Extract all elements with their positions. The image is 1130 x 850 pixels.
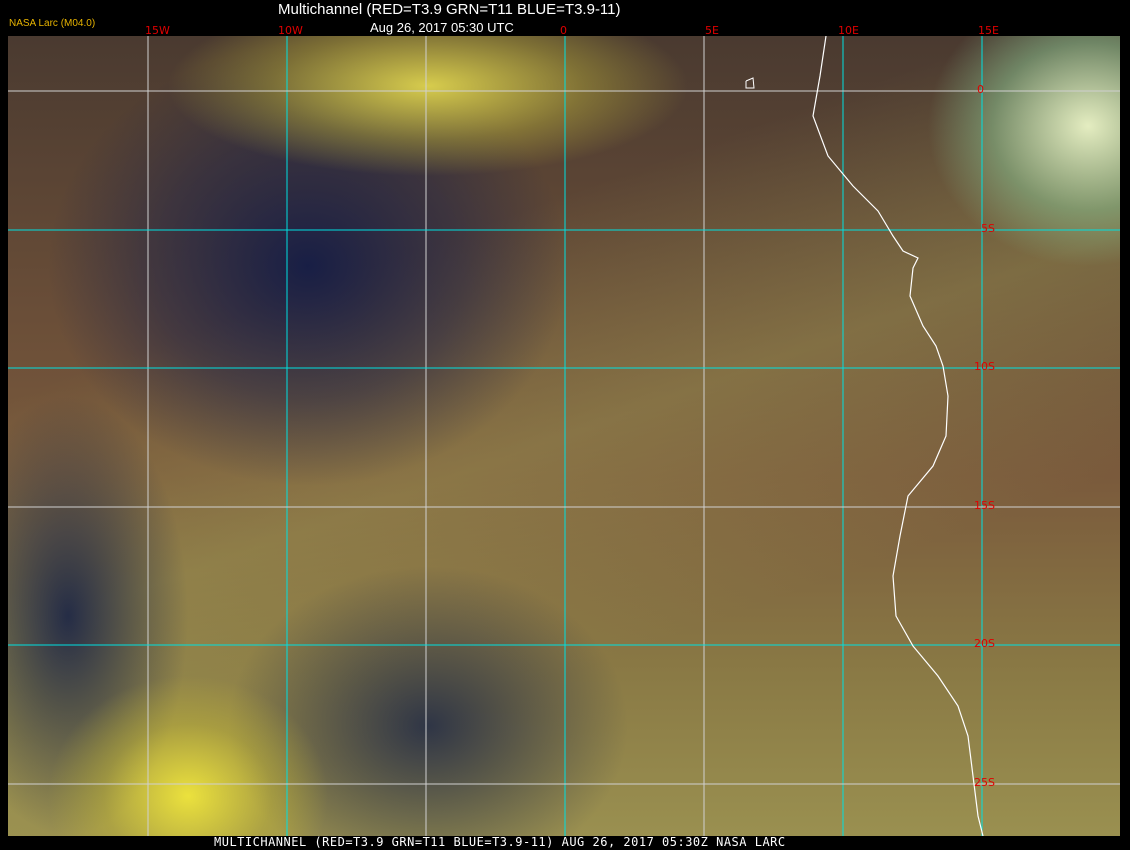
coastline <box>812 36 984 836</box>
lat-label: 15S <box>974 499 995 512</box>
lon-label: 15W <box>145 24 170 37</box>
lon-label: 5E <box>705 24 719 37</box>
lat-label: 0 <box>977 83 984 96</box>
lon-label: 10W <box>278 24 303 37</box>
lat-label: 20S <box>974 637 995 650</box>
image-datetime: Aug 26, 2017 05:30 UTC <box>370 20 514 35</box>
lon-label: 0 <box>560 24 567 37</box>
version-label: NASA Larc (M04.0) <box>9 18 96 29</box>
lat-label: 10S <box>974 360 995 373</box>
lat-label: 5S <box>981 222 995 235</box>
satellite-image <box>8 36 1120 836</box>
lon-label: 15E <box>978 24 999 37</box>
map-overlay <box>8 36 1120 836</box>
lat-label: 25S <box>974 776 995 789</box>
island-outline <box>745 77 755 89</box>
lon-label: 10E <box>838 24 859 37</box>
image-title: Multichannel (RED=T3.9 GRN=T11 BLUE=T3.9… <box>278 1 621 18</box>
footer-caption: MULTICHANNEL (RED=T3.9 GRN=T11 BLUE=T3.9… <box>214 835 786 849</box>
